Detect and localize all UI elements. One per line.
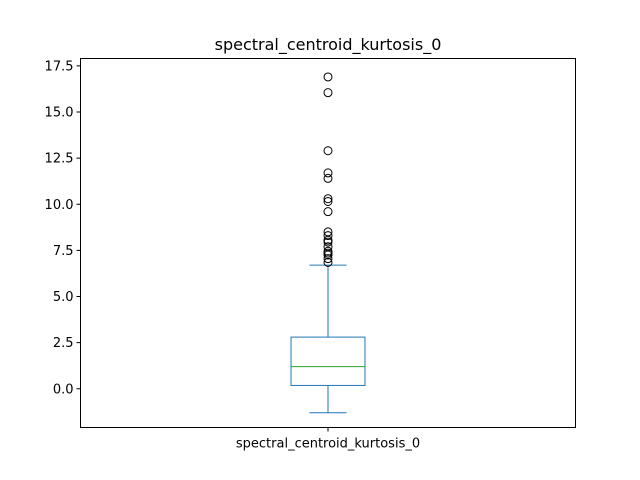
y-tick-label: 5.0 [53, 290, 74, 305]
outlier-point [323, 146, 333, 156]
x-tick-label: spectral_centroid_kurtosis_0 [236, 437, 420, 452]
outlier-point [323, 231, 333, 241]
chart-title: spectral_centroid_kurtosis_0 [215, 35, 442, 55]
outlier-point [323, 257, 333, 267]
axes-frame [80, 58, 576, 428]
y-tick-label: 12.5 [45, 152, 74, 167]
outlier-point [323, 246, 333, 256]
outlier-point [323, 196, 333, 206]
outlier-point [323, 242, 333, 252]
y-tick-label: 0.0 [53, 382, 74, 397]
y-tick-label: 10.0 [45, 198, 74, 213]
plot-area: 0.0 2.5 5.0 7.5 10.0 12.5 15.0 17.5 spectral_cen… [45, 59, 421, 451]
outlier-point [323, 72, 333, 82]
iqr-box [290, 336, 366, 386]
y-tick-label: 7.5 [53, 244, 74, 259]
outlier-point [323, 168, 333, 178]
y-tick-label: 17.5 [45, 59, 74, 74]
y-tick-label: 15.0 [45, 106, 74, 121]
outlier-point [323, 254, 333, 264]
outlier-point [323, 173, 333, 183]
outlier-point [323, 227, 333, 237]
outlier-point [323, 207, 333, 217]
outlier-point [323, 194, 333, 204]
outlier-point [323, 88, 333, 98]
y-tick-label: 2.5 [53, 336, 74, 351]
